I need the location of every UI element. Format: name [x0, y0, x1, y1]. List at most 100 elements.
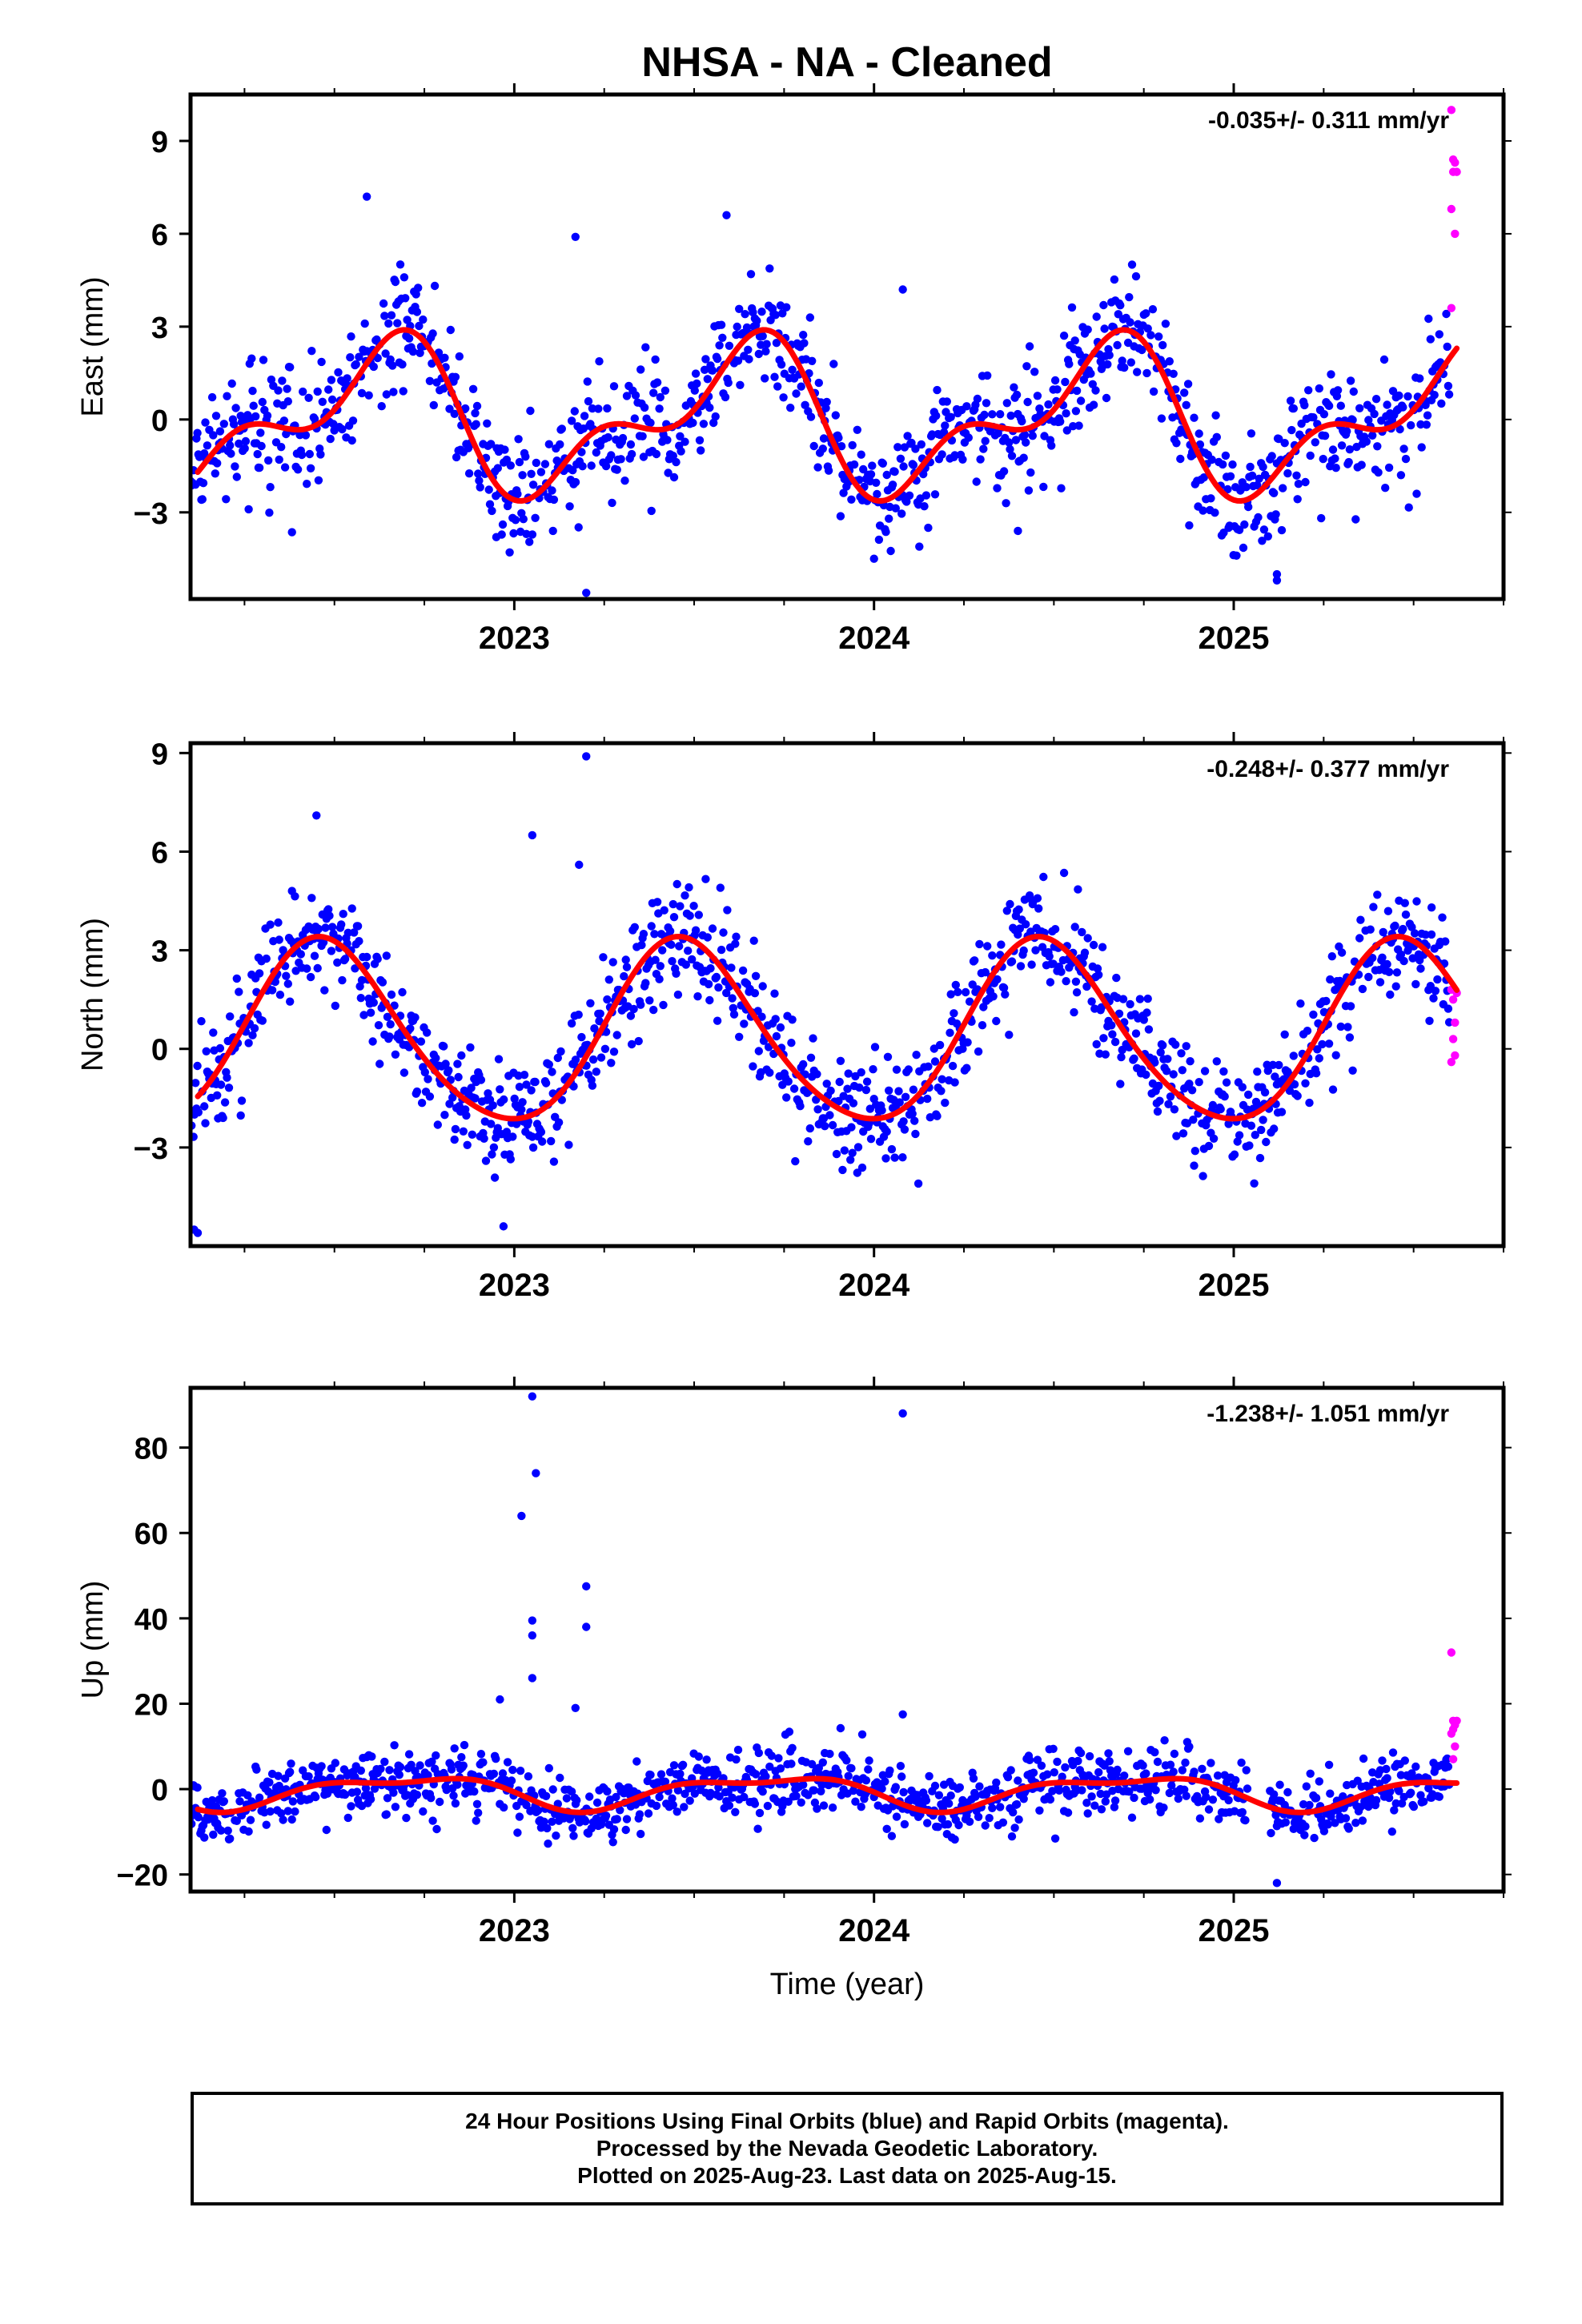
- final-orbit-point: [581, 1817, 590, 1826]
- final-orbit-point: [1251, 1131, 1260, 1140]
- final-orbit-point: [937, 1087, 946, 1096]
- final-orbit-point: [383, 1794, 392, 1803]
- final-orbit-point: [252, 1765, 261, 1774]
- final-orbit-point: [1247, 429, 1256, 438]
- final-orbit-point: [1180, 1785, 1189, 1794]
- final-orbit-point: [1260, 1088, 1270, 1097]
- final-orbit-point: [412, 308, 422, 316]
- final-orbit-point: [434, 348, 444, 357]
- final-orbit-point: [749, 936, 758, 945]
- final-orbit-point: [656, 962, 665, 971]
- final-orbit-point: [297, 450, 307, 460]
- final-orbit-point: [1143, 324, 1152, 333]
- final-orbit-point: [877, 1784, 886, 1793]
- final-orbit-point: [612, 465, 621, 474]
- final-orbit-point: [813, 1804, 821, 1813]
- final-orbit-point: [211, 412, 221, 420]
- final-orbit-point: [403, 316, 412, 324]
- final-orbit-point: [1207, 455, 1216, 464]
- final-orbit-point: [224, 1084, 234, 1092]
- final-orbit-point: [612, 1031, 621, 1039]
- final-orbit-point: [787, 1759, 796, 1768]
- final-orbit-point: [975, 939, 984, 949]
- final-orbit-point: [1378, 953, 1387, 963]
- final-orbit-point: [355, 352, 363, 361]
- y-tick-label: 0: [151, 1034, 168, 1068]
- final-orbit-point: [541, 1791, 551, 1800]
- final-orbit-point: [1371, 395, 1381, 404]
- final-orbit-point: [896, 1762, 905, 1771]
- final-orbit-point: [630, 923, 639, 932]
- final-orbit-point: [1301, 1079, 1310, 1088]
- final-orbit-point: [296, 950, 305, 959]
- final-orbit-point: [608, 1838, 617, 1847]
- final-orbit-point: [636, 365, 645, 374]
- final-orbit-point: [263, 411, 272, 420]
- final-orbit-point: [946, 990, 955, 999]
- final-orbit-point: [283, 1807, 292, 1815]
- final-orbit-point: [528, 1674, 537, 1683]
- final-orbit-point: [547, 1136, 556, 1146]
- final-orbit-point: [240, 444, 249, 453]
- final-orbit-point: [1002, 907, 1012, 915]
- final-orbit-point: [620, 476, 629, 485]
- final-orbit-point: [1045, 952, 1054, 961]
- final-orbit-point: [1172, 439, 1181, 448]
- final-orbit-point: [496, 1695, 504, 1704]
- final-orbit-point: [1348, 1066, 1357, 1076]
- final-orbit-point: [384, 319, 393, 328]
- final-orbit-point: [1001, 990, 1010, 999]
- final-orbit-point: [1050, 925, 1060, 934]
- final-orbit-point: [1383, 400, 1391, 409]
- final-orbit-point: [360, 319, 369, 328]
- final-orbit-point: [1160, 1736, 1169, 1745]
- final-orbit-point: [1103, 360, 1112, 369]
- final-orbit-point: [250, 1023, 259, 1033]
- final-orbit-point: [1384, 1793, 1394, 1803]
- final-orbit-point: [322, 1825, 331, 1835]
- final-orbit-point: [470, 1787, 479, 1796]
- final-orbit-point: [428, 359, 436, 368]
- final-orbit-point: [733, 322, 741, 332]
- final-orbit-point: [873, 489, 881, 499]
- final-orbit-point: [1401, 454, 1411, 464]
- final-orbit-point: [1320, 432, 1330, 440]
- final-orbit-point: [515, 457, 524, 467]
- final-orbit-point: [408, 347, 418, 356]
- final-orbit-point: [1253, 1068, 1262, 1076]
- final-orbit-point: [676, 902, 685, 911]
- up-panel: −20 0 20 40 60 80 2023 2024 2025 Up (mm) -1.238+/-…: [76, 1377, 1512, 1948]
- final-orbit-point: [1057, 967, 1066, 976]
- final-orbit-point: [450, 1744, 459, 1753]
- final-orbit-point: [363, 952, 371, 962]
- final-orbit-point: [765, 1068, 774, 1077]
- final-orbit-point: [513, 1828, 522, 1837]
- final-orbit-point: [1211, 509, 1219, 517]
- final-orbit-point: [481, 1156, 491, 1165]
- final-orbit-point: [1326, 975, 1335, 984]
- final-orbit-point: [1333, 386, 1343, 395]
- final-orbit-point: [819, 1801, 829, 1810]
- final-orbit-point: [411, 1013, 420, 1022]
- final-orbit-point: [527, 1086, 536, 1095]
- final-orbit-point: [822, 397, 831, 407]
- final-orbit-point: [1244, 1090, 1253, 1100]
- final-orbit-point: [909, 460, 918, 469]
- final-orbit-point: [275, 455, 283, 464]
- final-orbit-point: [449, 1791, 458, 1800]
- final-orbit-point: [676, 1769, 685, 1779]
- final-orbit-point: [213, 1091, 222, 1100]
- final-orbit-point: [714, 983, 723, 992]
- final-orbit-point: [389, 1788, 398, 1797]
- final-orbit-point: [1355, 934, 1364, 943]
- final-orbit-point: [971, 1792, 980, 1801]
- final-orbit-point: [731, 939, 740, 948]
- final-orbit-point: [649, 388, 658, 397]
- final-orbit-point: [219, 1113, 227, 1123]
- final-orbit-point: [1049, 1744, 1058, 1753]
- final-orbit-point: [1078, 1786, 1086, 1795]
- final-orbit-point: [789, 1084, 799, 1093]
- final-orbit-point: [731, 1807, 740, 1816]
- final-orbit-point: [1110, 1037, 1120, 1047]
- final-orbit-point: [1415, 374, 1424, 383]
